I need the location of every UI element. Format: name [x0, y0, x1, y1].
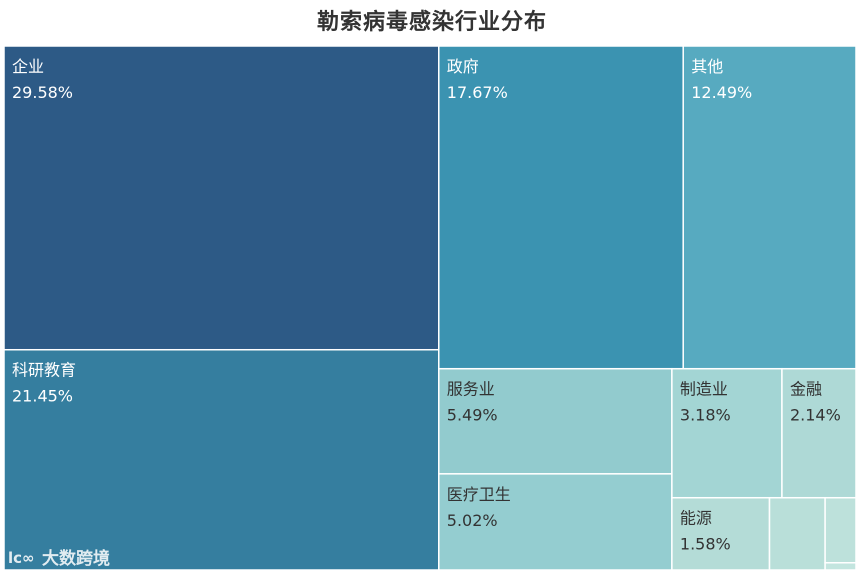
treemap-tile-label: 其他 [691, 57, 723, 76]
treemap-tile-label: 医疗卫生 [447, 485, 511, 504]
treemap-tile-label: 能源 [680, 509, 712, 528]
treemap-tile-value: 21.45% [12, 387, 73, 406]
treemap-tile-1[interactable]: 科研教育 21.45% [3, 348, 440, 571]
watermark: lc∞ 大数跨境 [8, 544, 110, 570]
svg-text:lc∞: lc∞ [8, 549, 35, 567]
treemap-tile-rect[interactable] [438, 367, 673, 475]
treemap-tile-rect[interactable] [671, 367, 783, 499]
treemap-tile-rect[interactable] [824, 562, 857, 571]
treemap-tile-rect[interactable] [438, 473, 673, 571]
treemap-tile-7[interactable]: 金融 2.14% [781, 367, 857, 499]
treemap-tile-rect[interactable] [682, 45, 857, 370]
watermark-logo-icon: lc∞ [8, 549, 35, 567]
treemap-tile-value: 5.02% [447, 511, 498, 530]
treemap-tile-label: 制造业 [680, 380, 728, 399]
treemap-tile-8[interactable]: 能源 1.58% [671, 496, 771, 571]
treemap-tile-label: 服务业 [447, 380, 495, 399]
watermark-text: 大数跨境 [42, 549, 110, 569]
treemap-tile-small-9[interactable] [768, 496, 826, 571]
treemap-tile-0[interactable]: 企业 29.58% [3, 45, 440, 351]
treemap-tile-rect[interactable] [671, 496, 771, 571]
treemap-tile-rect[interactable] [824, 496, 857, 564]
treemap-tile-rect[interactable] [768, 496, 826, 571]
treemap-tile-small-11[interactable] [824, 562, 857, 571]
treemap-tile-value: 5.49% [447, 406, 498, 425]
treemap-tile-6[interactable]: 制造业 3.18% [671, 367, 783, 499]
treemap-tile-value: 12.49% [691, 83, 752, 102]
treemap-tile-rect[interactable] [3, 45, 440, 351]
treemap-tile-rect[interactable] [3, 348, 440, 571]
treemap-tile-4[interactable]: 服务业 5.49% [438, 367, 673, 475]
treemap-tile-value: 3.18% [680, 406, 731, 425]
treemap-tile-label: 金融 [790, 380, 822, 399]
treemap-tile-2[interactable]: 政府 17.67% [438, 45, 684, 370]
chart-title: 勒索病毒感染行业分布 [316, 10, 547, 35]
treemap-tile-value: 2.14% [790, 406, 841, 425]
treemap-tile-label: 企业 [12, 57, 44, 76]
treemap-tile-label: 科研教育 [12, 361, 76, 380]
treemap-tile-value: 17.67% [447, 83, 508, 102]
treemap-tile-rect[interactable] [438, 45, 684, 370]
treemap-tile-value: 29.58% [12, 83, 73, 102]
treemap-tile-3[interactable]: 其他 12.49% [682, 45, 857, 370]
treemap-tile-value: 1.58% [680, 535, 731, 554]
treemap-tile-small-10[interactable] [824, 496, 857, 564]
treemap-tile-label: 政府 [447, 57, 479, 76]
treemap-tile-5[interactable]: 医疗卫生 5.02% [438, 473, 673, 571]
